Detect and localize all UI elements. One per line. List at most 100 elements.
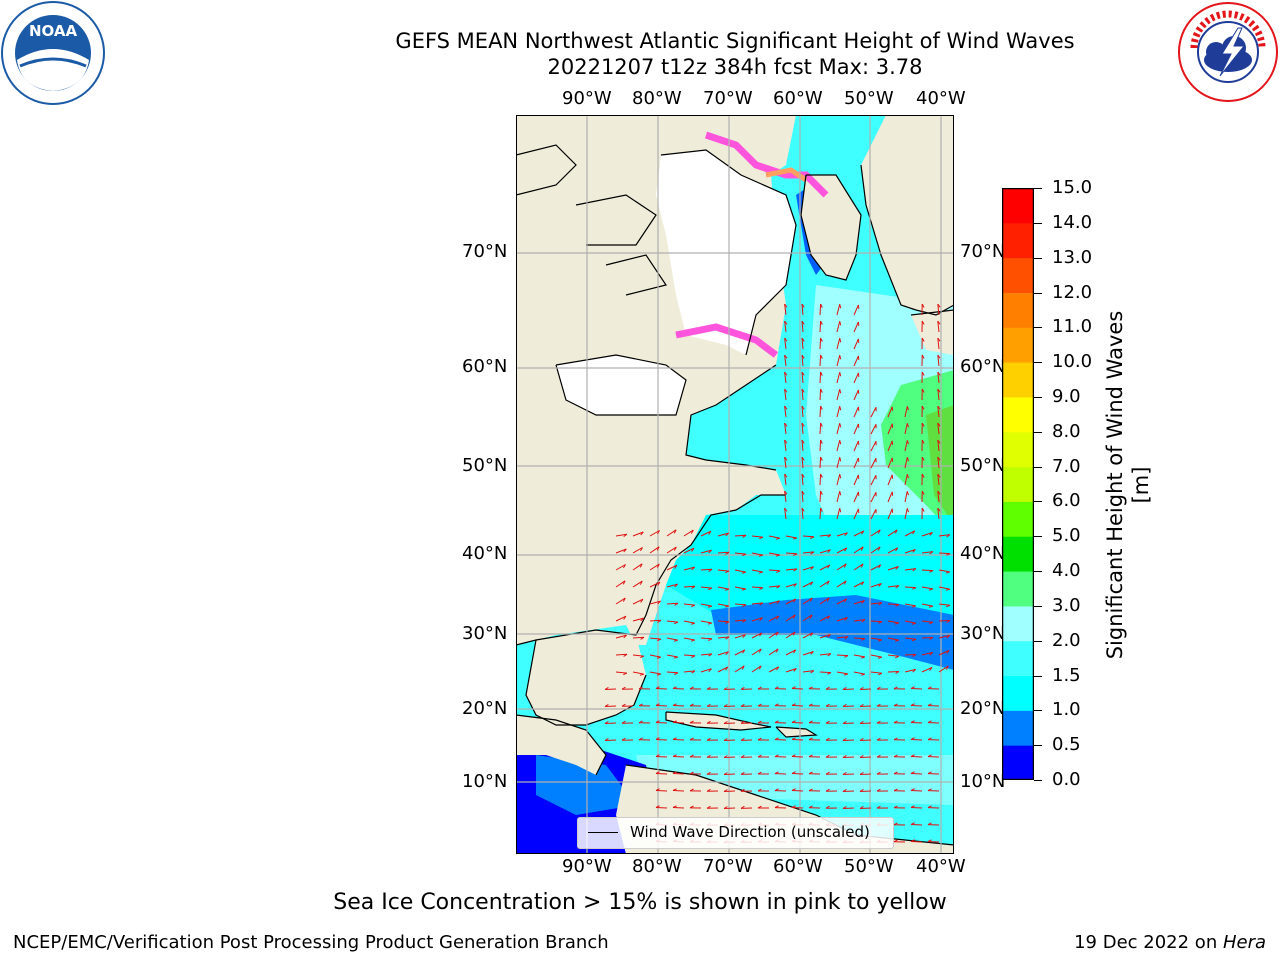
wave-direction-arrow [836, 654, 849, 657]
wave-direction-arrowhead [801, 303, 805, 308]
wave-direction-arrow [615, 533, 627, 537]
wave-direction-arrowhead [784, 507, 788, 512]
coastlines [516, 144, 954, 846]
wave-direction-arrow [887, 637, 899, 641]
wave-direction-arrow [785, 552, 798, 555]
sea-ice-caption: Sea Ice Concentration > 15% is shown in … [333, 890, 947, 915]
wave-direction-arrowhead [775, 537, 780, 540]
wave-direction-arrowhead [825, 788, 830, 792]
wave-direction-arrow [842, 705, 855, 707]
wave-direction-arrowhead [707, 622, 712, 625]
colorbar-tick-label: 8.0 [1052, 420, 1081, 442]
wave-direction-arrowhead [674, 672, 679, 675]
wave-direction-arrowhead [927, 788, 932, 792]
wave-direction-arrowhead [640, 598, 644, 603]
wave-direction-arrowhead [655, 686, 660, 689]
wave-direction-arrow [723, 773, 736, 775]
wave-direction-arrowhead [689, 737, 694, 741]
colorbar-tick-mark [1034, 501, 1042, 503]
wave-direction-arrow [938, 586, 950, 590]
wave-direction-arrowhead [810, 651, 814, 655]
wave-direction-arrow [836, 389, 841, 401]
wave-direction-arrow [784, 338, 787, 350]
wave-direction-arrow [655, 722, 668, 724]
wave-direction-arrow [938, 534, 950, 537]
wave-direction-arrowhead [906, 491, 909, 496]
wave-direction-arrow [802, 581, 814, 588]
wave-direction-arrow [751, 648, 762, 656]
colorbar-tick-mark [1034, 675, 1042, 677]
left-lat-tick: 70°N [462, 241, 508, 262]
wave-direction-arrow [801, 388, 804, 401]
bottom-lon-tick: 50°W [844, 856, 894, 877]
wave-direction-arrowhead [910, 788, 915, 791]
wave-direction-arrowhead [937, 405, 941, 410]
wave-direction-arrow [734, 552, 746, 555]
wave-direction-arrow [683, 620, 695, 624]
colorbar-swatch [1002, 466, 1034, 502]
wave-direction-arrowhead [893, 703, 898, 707]
bottom-lon-tick: 70°W [703, 856, 753, 877]
wave-direction-arrow [910, 739, 923, 741]
wave-direction-arrowhead [801, 388, 805, 393]
wave-direction-arrow [785, 649, 796, 656]
bottom-lon-tick: 90°W [562, 856, 612, 877]
wave-direction-arrowhead [937, 354, 941, 359]
colorbar-swatch [1002, 501, 1034, 537]
colorbar-tick-label: 15.0 [1052, 177, 1093, 198]
wave-direction-arrowhead [742, 649, 746, 654]
wave-direction-arrowhead [742, 619, 747, 623]
wave-direction-arrow [904, 440, 908, 452]
wave-direction-arrowhead [758, 665, 762, 670]
wave-direction-arrow [734, 619, 746, 622]
colorbar-tick-label: 11.0 [1052, 316, 1093, 338]
wave-direction-arrowhead [774, 737, 779, 741]
wave-direction-arrow [734, 569, 746, 573]
wave-direction-arrow [632, 531, 644, 537]
wave-direction-arrow [937, 406, 940, 418]
wave-direction-arrowhead [910, 771, 915, 774]
nws-logo [1178, 2, 1278, 102]
wave-direction-arrow [836, 304, 841, 316]
right-lat-tick: 50°N [960, 455, 1006, 476]
wave-direction-arrowhead [723, 806, 728, 809]
wave-direction-arrowhead [927, 822, 932, 826]
wave-direction-arrow [632, 671, 644, 675]
wave-direction-arrowhead [820, 490, 823, 495]
wave-direction-arrow [649, 654, 661, 658]
wave-direction-arrow [655, 756, 668, 758]
wave-direction-arrowhead [826, 580, 830, 585]
wave-direction-arrowhead [820, 337, 823, 342]
wave-direction-arrowhead [759, 602, 764, 606]
wave-direction-arrow [836, 598, 847, 605]
wave-direction-arrow [700, 603, 712, 607]
wave-direction-arrowhead [672, 703, 677, 706]
wave-direction-arrow [751, 617, 763, 622]
wave-direction-arrow [791, 705, 804, 707]
wave-direction-arrowhead [878, 621, 883, 624]
wave-direction-arrowhead [893, 822, 898, 826]
wave-direction-arrowhead [757, 788, 762, 792]
wave-direction-arrowhead [820, 388, 823, 393]
wave-direction-arrow [836, 440, 841, 452]
colorbar-swatch [1002, 536, 1034, 572]
map-panel [516, 115, 954, 854]
wave-direction-arrowhead [921, 473, 925, 478]
wave-direction-arrowhead [792, 614, 796, 619]
wave-direction-arrowhead [793, 649, 797, 654]
wave-direction-arrow [768, 666, 779, 673]
wave-direction-arrowhead [839, 389, 842, 394]
wave-direction-arrowhead [876, 805, 881, 809]
wave-direction-arrow [870, 457, 877, 469]
wave-direction-arrow [615, 634, 627, 639]
wave-direction-arrowhead [655, 754, 660, 757]
wave-direction-arrowhead [723, 704, 728, 707]
wave-direction-arrowhead [674, 583, 678, 588]
colorbar-swatch [1002, 745, 1034, 780]
wave-direction-arrow [921, 637, 934, 639]
wave-direction-arrowhead [801, 473, 805, 478]
wave-direction-arrowhead [657, 619, 662, 623]
wave-direction-arrow [819, 634, 831, 639]
wave-direction-arrowhead [656, 563, 660, 568]
wave-direction-arrowhead [639, 563, 643, 568]
